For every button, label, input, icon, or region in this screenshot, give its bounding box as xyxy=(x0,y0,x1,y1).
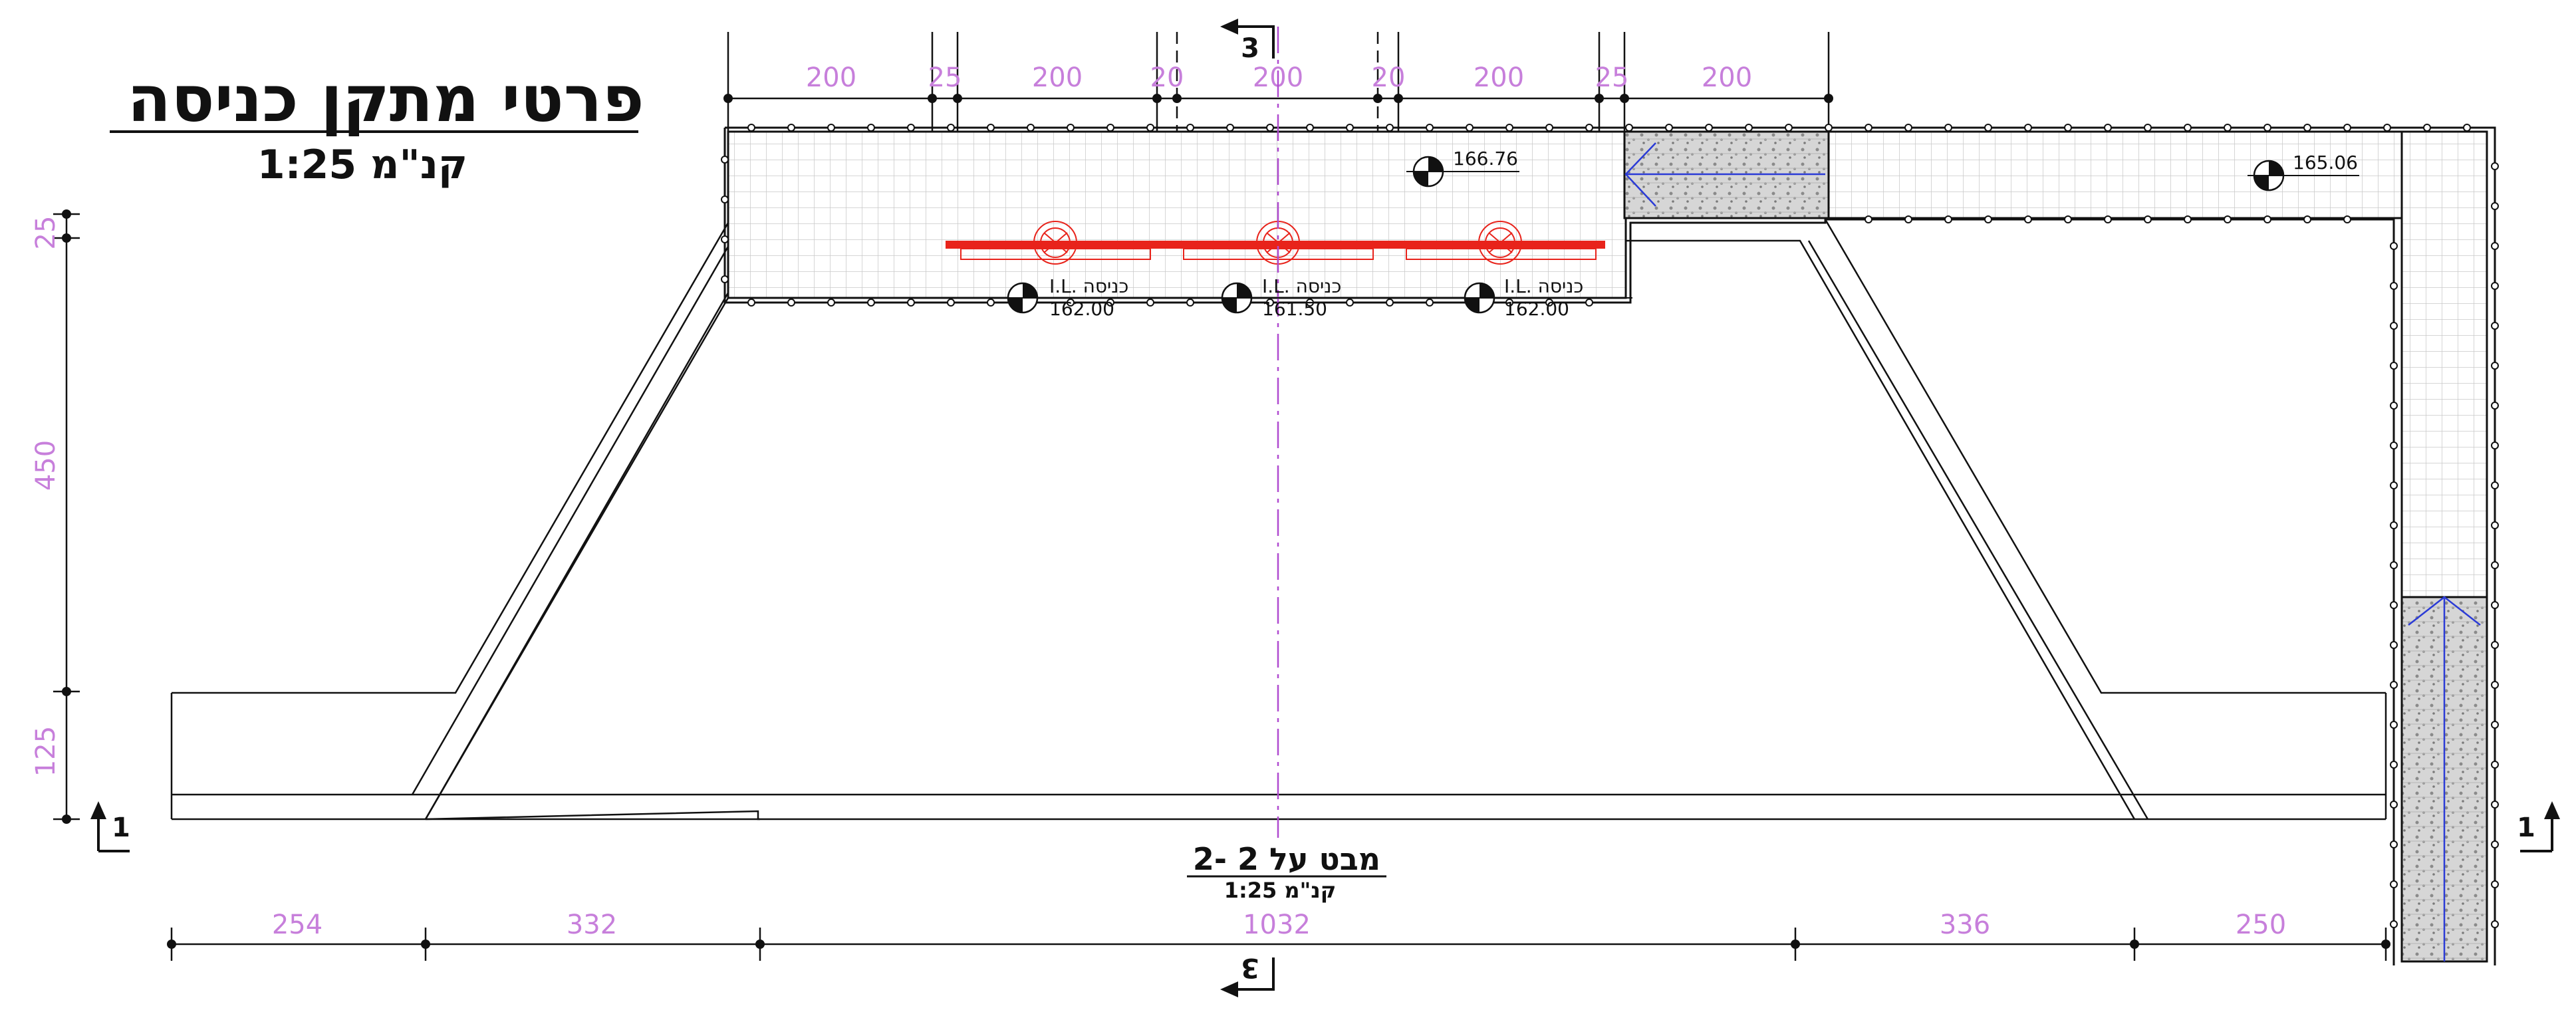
left-dimension-chain xyxy=(53,209,80,824)
bottom-dimension-labels: 254 332 1032 336 250 xyxy=(272,910,2286,940)
dim-top-6: 20 xyxy=(1372,63,1406,93)
channel-left-grid xyxy=(727,130,1627,299)
drawing-title: פרטי מתקן כניסה xyxy=(127,62,644,136)
level-label-2: 165.06 xyxy=(2293,152,2358,174)
level-label-5: 162.00 xyxy=(1504,298,1569,320)
dim-top-4: 20 xyxy=(1150,63,1184,93)
level-marker-5: I.L. כניסה 162.00 xyxy=(1460,275,1632,320)
dim-top-8: 25 xyxy=(1595,63,1629,93)
dim-top-1: 200 xyxy=(806,63,856,93)
top-channel xyxy=(721,124,2499,965)
section-label-right: 1 xyxy=(2517,813,2535,843)
dim-top-3: 200 xyxy=(1032,63,1083,93)
level-marker-4: I.L. כניסה 161.50 xyxy=(1217,275,1390,320)
level-label-1: 166.76 xyxy=(1453,148,1518,170)
section-marker-bottom: 3 xyxy=(1220,952,1275,997)
level-prefix-3: I.L. כניסה xyxy=(1049,275,1128,297)
level-label-4: 161.50 xyxy=(1262,298,1327,320)
level-prefix-5: I.L. כניסה xyxy=(1504,275,1583,297)
level-marker-2: 165.06 xyxy=(2248,152,2359,191)
section-label-bottom: 3 xyxy=(1241,952,1259,983)
section-marker-top: 3 xyxy=(1220,19,1275,64)
section-label-left: 1 xyxy=(112,813,130,843)
title-block: פרטי מתקן כניסה קנ"מ 1:25 xyxy=(110,62,644,188)
section-marker-right: 1 xyxy=(2517,801,2560,852)
level-prefix-4: I.L. כניסה xyxy=(1262,275,1341,297)
view-title-block: מבט על 2 -2 קנ"מ 1:25 xyxy=(1187,841,1386,903)
section-label-top: 3 xyxy=(1241,33,1259,64)
dim-left-1: 25 xyxy=(31,216,61,250)
section-marker-left: 1 xyxy=(90,801,130,852)
dim-bottom-2: 332 xyxy=(567,910,617,940)
channel-right-grid xyxy=(1827,130,2488,219)
left-dimension-labels: 25 450 125 xyxy=(31,216,61,777)
dim-bottom-1: 254 xyxy=(272,910,322,940)
dim-bottom-3: 1032 xyxy=(1243,910,1311,940)
view-title: מבט על 2 -2 xyxy=(1193,841,1380,877)
dim-bottom-5: 250 xyxy=(2236,910,2286,940)
channel-vertical-grid xyxy=(2400,130,2488,598)
top-dimension-labels: 200 25 200 20 200 20 200 25 200 xyxy=(806,63,1752,93)
dim-left-2: 450 xyxy=(31,440,61,491)
drawing-scale: קנ"מ 1:25 xyxy=(257,142,467,188)
dim-top-7: 200 xyxy=(1474,63,1524,93)
flow-arrows xyxy=(1624,142,2481,961)
view-scale: קנ"מ 1:25 xyxy=(1224,878,1337,903)
dim-bottom-4: 336 xyxy=(1940,910,1990,940)
level-marker-1: 166.76 xyxy=(1406,148,1519,188)
level-marker-3: I.L. כניסה 162.00 xyxy=(1001,275,1177,320)
dim-top-2: 25 xyxy=(928,63,962,93)
bottom-dimension-chain xyxy=(167,928,2390,961)
dim-left-3: 125 xyxy=(31,726,61,777)
dim-top-9: 200 xyxy=(1702,63,1752,93)
level-label-3: 162.00 xyxy=(1049,298,1114,320)
